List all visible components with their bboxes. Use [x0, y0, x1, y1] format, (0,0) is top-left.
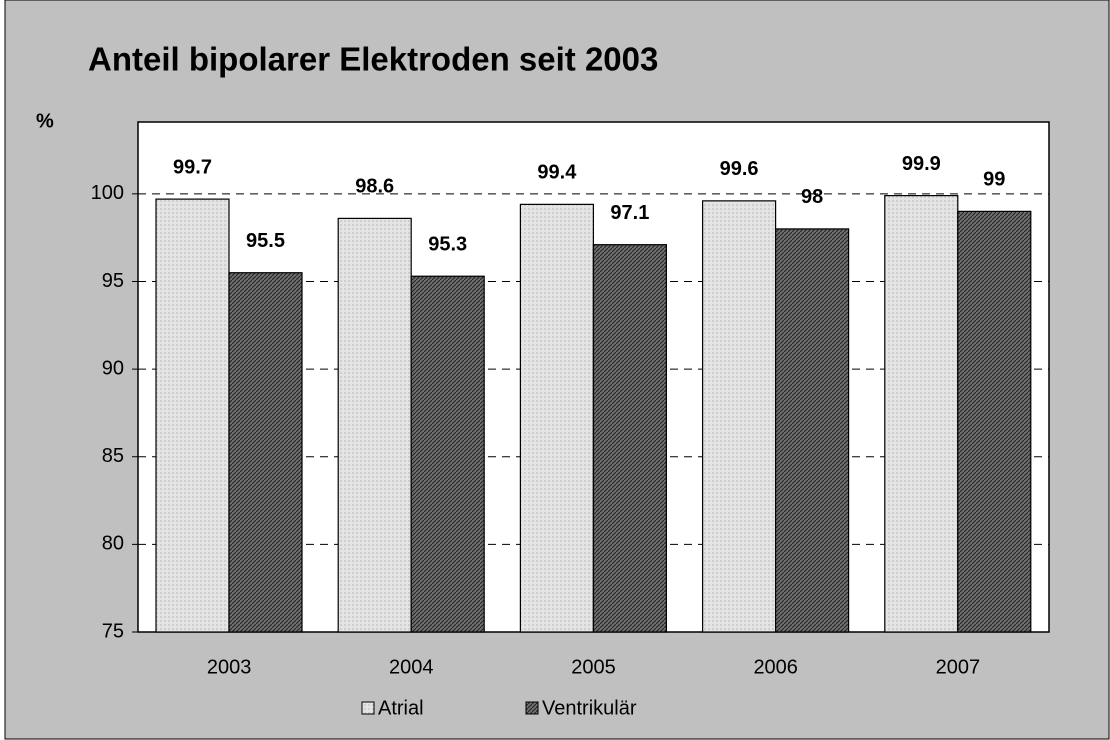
- value-label: 99.4: [537, 162, 577, 184]
- bar: [701, 200, 777, 633]
- y-tick-label: 100: [91, 182, 124, 204]
- bar: [592, 244, 668, 633]
- chart-title: Anteil bipolarer Elektroden seit 2003: [88, 41, 658, 78]
- x-tick-label: 2004: [389, 656, 434, 678]
- bar: [155, 198, 230, 633]
- legend-label: Atrial: [378, 697, 424, 719]
- value-label: 98.6: [355, 176, 394, 198]
- value-label: 99.7: [173, 156, 212, 178]
- value-label: 95.5: [246, 230, 285, 252]
- bar: [774, 228, 850, 633]
- y-tick-label: 90: [102, 357, 124, 379]
- x-tick-label: 2003: [207, 656, 252, 678]
- value-label: 99: [983, 169, 1005, 191]
- value-label: 99.6: [720, 158, 759, 180]
- legend-swatch: [361, 701, 375, 715]
- bar: [410, 275, 485, 633]
- value-label: 99.9: [902, 153, 941, 175]
- x-tick-label: 2006: [753, 656, 798, 678]
- bar: [957, 210, 1032, 633]
- x-tick-label: 2007: [936, 656, 981, 678]
- legend-label: Ventrikulär: [542, 697, 637, 719]
- y-tick-label: 75: [102, 620, 124, 642]
- value-label: 98: [801, 186, 823, 208]
- legend-swatch: [525, 701, 539, 715]
- value-label: 95.3: [428, 234, 467, 256]
- y-tick-label: 85: [102, 445, 124, 467]
- y-tick-label: 80: [102, 533, 124, 555]
- value-label: 97.1: [610, 202, 649, 224]
- bar: [337, 217, 412, 633]
- bar: [228, 272, 303, 633]
- y-axis-label: %: [36, 110, 54, 132]
- y-tick-label: 95: [102, 270, 124, 292]
- bar: [519, 203, 595, 633]
- x-tick-label: 2005: [571, 656, 616, 678]
- bar: [884, 195, 959, 633]
